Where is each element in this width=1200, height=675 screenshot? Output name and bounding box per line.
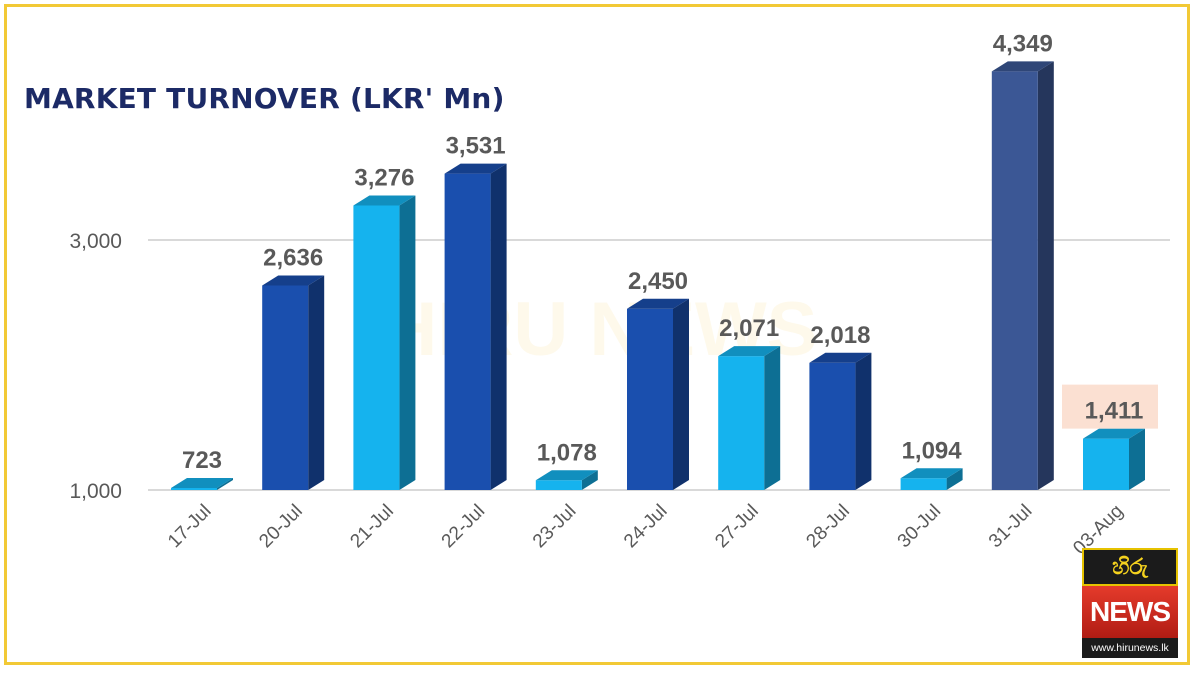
bar-top xyxy=(900,468,963,479)
hiru-news-logo: හිරු NEWS www.hirunews.lk xyxy=(1082,548,1178,658)
bar-17-Jul xyxy=(171,478,233,490)
value-label: 3,531 xyxy=(446,133,506,160)
bar-22-Jul xyxy=(444,163,507,490)
bar-front xyxy=(627,308,673,490)
bar-front xyxy=(991,71,1038,490)
bar-side xyxy=(399,195,416,490)
y-tick-label: 1,000 xyxy=(69,480,122,503)
bar-top xyxy=(627,298,689,309)
bar-side xyxy=(764,346,781,490)
bar-front xyxy=(262,285,309,490)
value-label: 1,094 xyxy=(902,437,963,464)
value-label: 2,636 xyxy=(263,245,323,272)
bar-20-Jul xyxy=(262,275,325,490)
bar-front xyxy=(718,356,765,490)
chart-title: MARKET TURNOVER (LKR' Mn) xyxy=(24,82,505,115)
bar-front xyxy=(1083,438,1129,490)
bar-front xyxy=(353,205,400,490)
bar-front xyxy=(535,480,582,490)
bar-top xyxy=(809,352,872,363)
bar-side xyxy=(946,468,963,490)
bar-top xyxy=(262,275,325,286)
value-label: 2,450 xyxy=(628,268,688,295)
x-tick-label: 30-Jul xyxy=(894,501,945,552)
bar-side xyxy=(308,275,325,490)
value-label: 1,411 xyxy=(1085,398,1144,425)
bar-front xyxy=(171,488,217,490)
bar-21-Jul xyxy=(353,195,416,490)
x-tick-label: 21-Jul xyxy=(346,501,397,552)
x-tick-label: 20-Jul xyxy=(255,501,306,552)
bar-side xyxy=(581,470,598,490)
bar-side xyxy=(217,478,233,490)
value-label: 4,349 xyxy=(993,30,1053,57)
bar-side xyxy=(1129,428,1145,490)
bar-28-Jul xyxy=(809,352,872,490)
x-tick-label: 23-Jul xyxy=(529,501,580,552)
value-label: 3,276 xyxy=(354,165,414,192)
bar-front xyxy=(444,173,491,490)
bar-23-Jul xyxy=(535,470,598,490)
bar-side xyxy=(490,163,507,490)
x-tick-label: 22-Jul xyxy=(438,501,489,552)
x-tick-label: 28-Jul xyxy=(802,501,853,552)
value-label: 2,018 xyxy=(810,322,870,349)
bar-top xyxy=(718,346,781,357)
bar-top xyxy=(353,195,416,206)
value-label: 2,071 xyxy=(719,315,779,342)
bar-27-Jul xyxy=(718,346,781,490)
chart-frame xyxy=(4,4,1190,665)
y-tick-label: 3,000 xyxy=(69,230,122,253)
value-label-highlight xyxy=(1062,384,1158,429)
x-tick-label: 27-Jul xyxy=(711,501,762,552)
bar-front xyxy=(900,478,947,490)
bar-side xyxy=(855,352,872,490)
bar-top xyxy=(1083,428,1145,439)
bar-top xyxy=(535,470,598,481)
bar-30-Jul xyxy=(900,468,963,490)
logo-mark: හිරු xyxy=(1082,548,1178,586)
bar-03-Aug xyxy=(1083,428,1145,490)
bar-side xyxy=(673,298,689,490)
x-tick-label: 31-Jul xyxy=(985,501,1036,552)
bar-31-Jul xyxy=(991,61,1054,490)
bar-front xyxy=(809,362,856,490)
bar-top xyxy=(991,61,1054,72)
bar-top xyxy=(171,478,233,488)
logo-news-text: NEWS xyxy=(1082,586,1178,638)
bar-side xyxy=(1037,61,1054,490)
bar-top xyxy=(444,163,507,174)
value-label: 1,078 xyxy=(537,439,597,466)
x-tick-label: 24-Jul xyxy=(620,501,671,552)
x-tick-label: 17-Jul xyxy=(164,501,215,552)
value-label: 723 xyxy=(182,447,222,474)
bar-24-Jul xyxy=(627,298,689,490)
logo-url: www.hirunews.lk xyxy=(1082,638,1178,658)
